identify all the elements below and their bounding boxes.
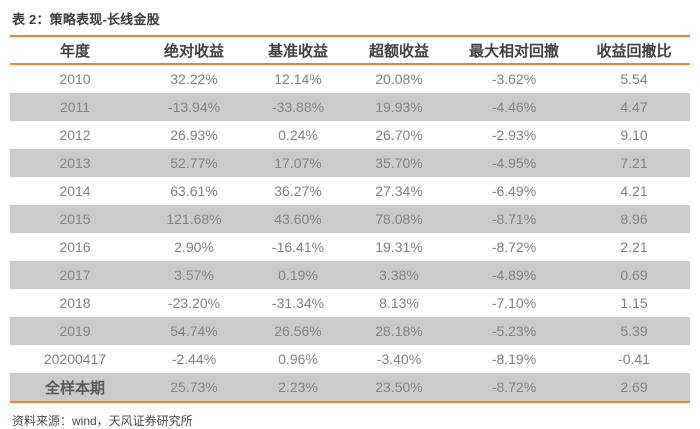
value-cell: -6.49% <box>491 183 537 199</box>
value-cell: 5.39 <box>620 323 648 339</box>
year-cell: 2011 <box>59 99 91 115</box>
value-cell: -13.94% <box>167 99 221 115</box>
year-cell: 2010 <box>59 71 91 87</box>
value-cell: 28.18% <box>375 323 423 339</box>
value-cell: 26.93% <box>170 127 218 143</box>
table-row: 2018 -23.20% -31.34% 8.13% -7.10% 1.15 <box>10 289 690 317</box>
value-cell: 2.23% <box>248 373 348 403</box>
value-cell: 7.21 <box>620 155 648 171</box>
value-cell: 121.68% <box>166 211 222 227</box>
value-cell: 19.31% <box>375 239 423 255</box>
value-cell: 43.60% <box>274 211 322 227</box>
source-note: 资料来源：wind，天风证券研究所 <box>12 414 193 428</box>
value-cell: 4.47 <box>620 99 648 115</box>
value-cell: 3.38% <box>379 267 419 283</box>
value-cell: 0.69 <box>620 267 648 283</box>
year-cell: 2019 <box>59 323 91 339</box>
column-header: 绝对收益 <box>140 35 248 65</box>
value-cell: 0.19% <box>278 267 318 283</box>
table-row: 2013 52.77% 17.07% 35.70% -4.95% 7.21 <box>10 149 690 177</box>
year-cell: 2012 <box>59 127 91 143</box>
year-cell: 2014 <box>59 183 91 199</box>
table-row: 2017 3.57% 0.19% 3.38% -4.89% 0.69 <box>10 261 690 289</box>
value-cell: -4.95% <box>491 155 537 171</box>
table-row: 2012 26.93% 0.24% 26.70% -2.93% 9.10 <box>10 121 690 149</box>
value-cell: -8.71% <box>491 211 537 227</box>
value-cell: -8.19% <box>491 351 537 367</box>
value-cell: -2.93% <box>491 127 537 143</box>
value-cell: 1.15 <box>620 295 648 311</box>
value-cell: 2.90% <box>174 239 214 255</box>
table-row: 2011 -13.94% -33.88% 19.93% -4.46% 4.47 <box>10 93 690 121</box>
value-cell: 19.93% <box>375 99 423 115</box>
value-cell: -16.41% <box>271 239 325 255</box>
value-cell: 54.74% <box>170 323 218 339</box>
value-cell: -31.34% <box>271 295 325 311</box>
value-cell: -33.88% <box>271 99 325 115</box>
year-cell: 2017 <box>59 267 91 283</box>
column-header: 最大相对回撤 <box>450 35 578 65</box>
value-cell: 4.21 <box>620 183 648 199</box>
value-cell: 0.96% <box>278 351 318 367</box>
value-cell: -0.41 <box>618 351 650 367</box>
table-row: 2014 63.61% 36.27% 27.34% -6.49% 4.21 <box>10 177 690 205</box>
value-cell: 2.69 <box>578 373 690 403</box>
value-cell: 9.10 <box>620 127 648 143</box>
table-row: 2019 54.74% 26.56% 28.18% -5.23% 5.39 <box>10 317 690 345</box>
value-cell: -23.20% <box>167 295 221 311</box>
header-row: 年度 绝对收益 基准收益 超额收益 最大相对回撤 收益回撤比 <box>10 35 690 65</box>
year-cell: 2013 <box>59 155 91 171</box>
value-cell: -5.23% <box>491 323 537 339</box>
value-cell: -8.72% <box>491 239 537 255</box>
performance-table: 年度 绝对收益 基准收益 超额收益 最大相对回撤 收益回撤比 2010 32.22% 12.1… <box>10 35 690 403</box>
value-cell: 32.22% <box>170 71 218 87</box>
column-header: 基准收益 <box>248 35 348 65</box>
value-cell: 8.96 <box>620 211 648 227</box>
column-header: 超额收益 <box>348 35 450 65</box>
table-row: 20200417 -2.44% 0.96% -3.40% -8.19% -0.41 <box>10 345 690 373</box>
value-cell: 12.14% <box>274 71 322 87</box>
year-cell: 2016 <box>59 239 91 255</box>
value-cell: 52.77% <box>170 155 218 171</box>
value-cell: -2.44% <box>171 351 217 367</box>
value-cell: 3.57% <box>174 267 214 283</box>
value-cell: 78.08% <box>375 211 423 227</box>
value-cell: 20.08% <box>375 71 423 87</box>
table-row: 全样本期 25.73% 2.23% 23.50% -8.72% 2.69 <box>10 373 690 403</box>
value-cell: -3.62% <box>491 71 537 87</box>
value-cell: -7.10% <box>491 295 537 311</box>
year-cell: 2018 <box>59 295 91 311</box>
value-cell: 63.61% <box>170 183 218 199</box>
value-cell: 17.07% <box>274 155 322 171</box>
year-cell: 2015 <box>59 211 91 227</box>
year-cell: 全样本期 <box>10 373 140 403</box>
value-cell: -3.40% <box>376 351 422 367</box>
value-cell: 27.34% <box>375 183 423 199</box>
value-cell: 23.50% <box>348 373 450 403</box>
table-row: 2016 2.90% -16.41% 19.31% -8.72% 2.21 <box>10 233 690 261</box>
value-cell: -4.89% <box>491 267 537 283</box>
value-cell: -8.72% <box>450 373 578 403</box>
table-row: 2010 32.22% 12.14% 20.08% -3.62% 5.54 <box>10 64 690 93</box>
value-cell: 2.21 <box>620 239 648 255</box>
column-header: 收益回撤比 <box>578 35 690 65</box>
value-cell: 0.24% <box>278 127 318 143</box>
value-cell: -4.46% <box>491 99 537 115</box>
table-title: 表 2：策略表现-长线金股 <box>12 12 160 27</box>
column-header: 年度 <box>10 35 140 65</box>
value-cell: 8.13% <box>379 295 419 311</box>
value-cell: 25.73% <box>140 373 248 403</box>
value-cell: 5.54 <box>620 71 648 87</box>
table-row: 2015 121.68% 43.60% 78.08% -8.71% 8.96 <box>10 205 690 233</box>
value-cell: 36.27% <box>274 183 322 199</box>
value-cell: 26.70% <box>375 127 423 143</box>
year-cell: 20200417 <box>43 351 107 367</box>
value-cell: 26.56% <box>274 323 322 339</box>
table-body: 2010 32.22% 12.14% 20.08% -3.62% 5.54 2011 -13.… <box>10 64 690 403</box>
value-cell: 35.70% <box>375 155 423 171</box>
